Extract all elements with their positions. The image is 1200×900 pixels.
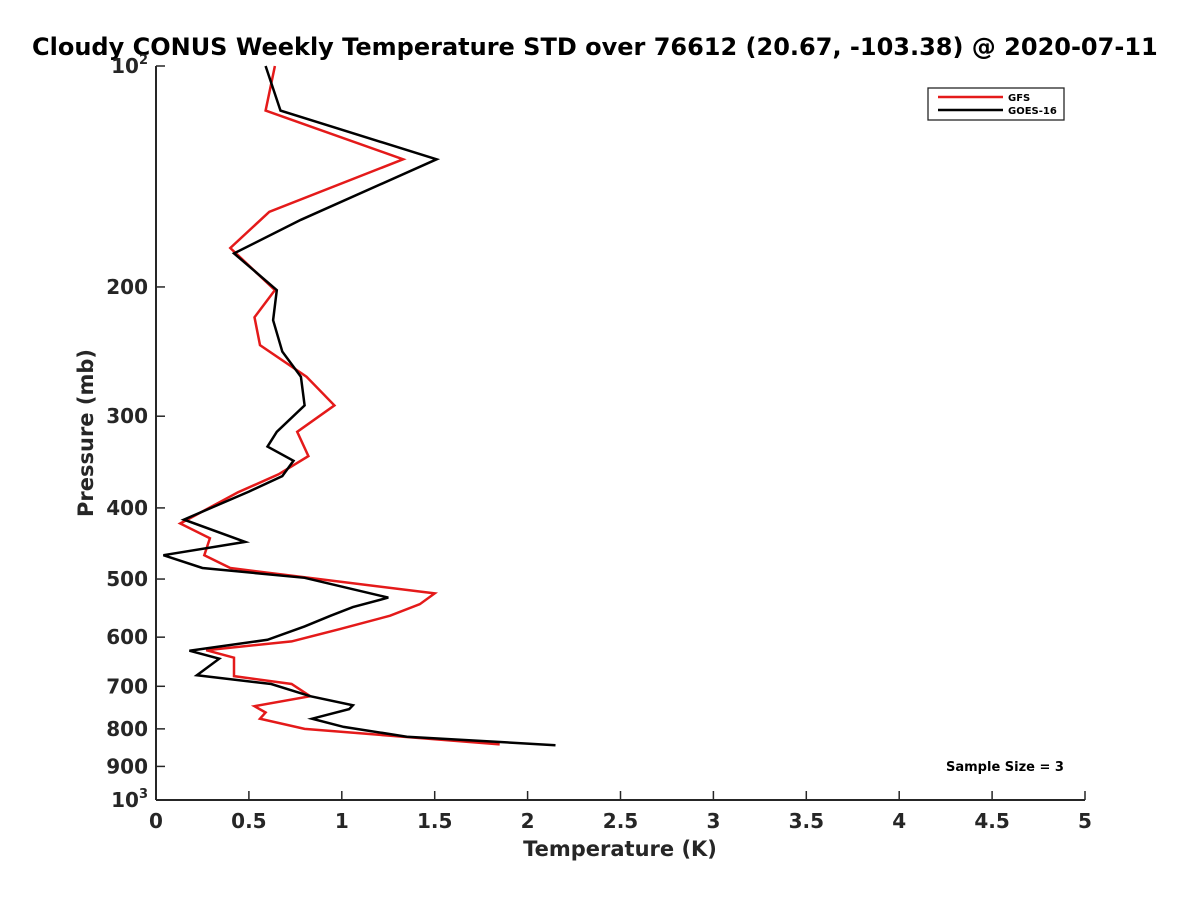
plot-area: 0 0.5 1 1.5 2 2.5 3 3.5 4 4.5 5 102 200 300 400 500 600… [106,53,1092,833]
series-line-goes16 [163,65,556,747]
y-tick-label: 500 [106,567,148,591]
y-tick-label: 900 [106,754,148,778]
legend-label-goes16: GOES-16 [1008,106,1057,117]
y-axis-ticks: 102 200 300 400 500 600 700 800 900 103 [106,53,165,812]
series-lines [163,65,556,747]
x-tick-label: 0 [149,809,163,833]
y-tick-label: 800 [106,717,148,741]
y-tick-label: 103 [111,787,148,812]
x-tick-label: 2.5 [603,809,638,833]
x-tick-label: 1.5 [417,809,452,833]
y-tick-label: 600 [106,625,148,649]
x-tick-label: 4 [892,809,906,833]
sample-size-annotation: Sample Size = 3 [946,760,1064,775]
y-tick-label: 300 [106,404,148,428]
series-line-gfs [177,65,500,746]
x-tick-label: 2 [521,809,535,833]
x-tick-label: 1 [335,809,349,833]
legend-label-gfs: GFS [1008,93,1030,104]
y-axis-label: Pressure (mb) [74,349,98,517]
y-tick-label: 400 [106,496,148,520]
y-tick-label: 700 [106,674,148,698]
x-tick-label: 0.5 [231,809,266,833]
y-tick-label: 200 [106,275,148,299]
x-tick-label: 5 [1078,809,1092,833]
x-axis-label: Temperature (K) [523,837,717,861]
x-tick-label: 4.5 [974,809,1009,833]
legend: GFS GOES-16 [927,87,1065,121]
y-tick-label: 102 [111,53,148,78]
chart-title: Cloudy CONUS Weekly Temperature STD over… [32,33,1158,61]
x-tick-label: 3 [706,809,720,833]
legend-box [927,87,1065,121]
x-axis-ticks: 0 0.5 1 1.5 2 2.5 3 3.5 4 4.5 5 [149,791,1092,833]
x-tick-label: 3.5 [789,809,824,833]
